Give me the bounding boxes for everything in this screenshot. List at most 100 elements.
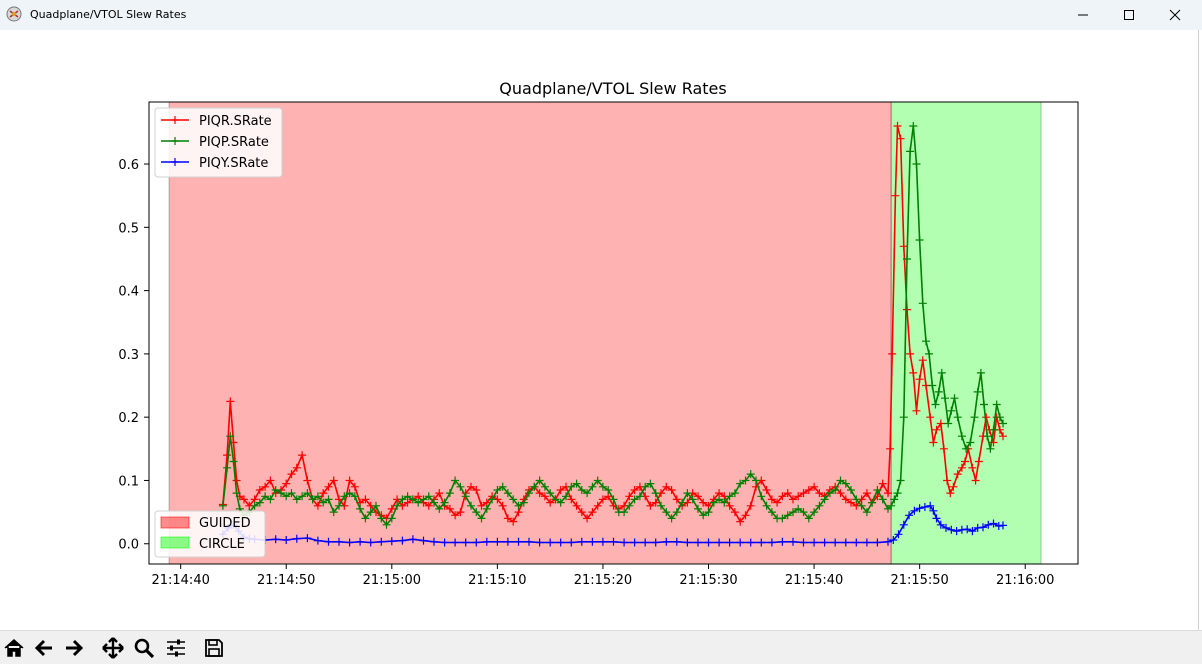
close-button[interactable] — [1152, 0, 1198, 30]
data-point-piqp-srate — [319, 498, 328, 507]
data-point-piqp-srate — [620, 508, 629, 517]
data-point-piqr-srate — [773, 498, 782, 507]
back-button[interactable] — [31, 636, 57, 660]
chart-title: Quadplane/VTOL Slew Rates — [499, 79, 726, 98]
data-point-piqr-srate — [888, 349, 897, 358]
data-point-piqy-srate — [451, 538, 460, 547]
y-tick-label: 0.4 — [118, 285, 139, 300]
configure-subplots-button[interactable] — [163, 636, 189, 660]
data-point-piqy-srate — [588, 537, 597, 546]
data-point-piqy-srate — [651, 538, 660, 547]
data-point-piqy-srate — [387, 537, 396, 546]
x-tick-label: 21:14:40 — [151, 573, 209, 588]
data-point-piqp-srate — [493, 486, 502, 494]
data-point-piqr-srate — [741, 511, 750, 520]
data-point-piqy-srate — [973, 523, 982, 532]
legend-label-guided: GUIDED — [199, 516, 251, 531]
data-point-piqr-srate — [572, 501, 581, 510]
data-point-piqr-srate — [313, 501, 322, 510]
data-point-piqp-srate — [271, 486, 280, 494]
data-point-piqy-srate — [989, 519, 998, 528]
data-point-piqy-srate — [789, 537, 797, 546]
data-point-piqp-srate — [862, 508, 871, 517]
zoom-button[interactable] — [131, 636, 157, 660]
data-point-piqr-srate — [472, 486, 481, 494]
data-point-piqp-srate — [715, 495, 724, 504]
data-point-piqy-srate — [947, 525, 956, 534]
data-point-piqr-srate — [762, 486, 771, 494]
data-point-piqy-srate — [292, 534, 301, 543]
data-point-piqp-srate — [820, 495, 829, 504]
data-point-piqp-srate — [667, 514, 676, 523]
data-point-piqy-srate — [841, 538, 850, 547]
data-point-piqp-srate — [678, 498, 687, 507]
data-point-piqr-srate — [926, 413, 935, 422]
data-point-piqr-srate — [862, 489, 871, 498]
data-point-piqp-srate — [893, 489, 902, 498]
forward-button[interactable] — [61, 636, 87, 660]
data-point-piqp-srate — [519, 498, 528, 507]
chart-figure: 21:14:40 21:14:50 21:15:00 21:15:10 21:15:20… — [118, 79, 1079, 588]
data-point-piqr-srate — [667, 486, 676, 494]
data-point-piqp-srate — [498, 482, 507, 491]
data-point-piqp-srate — [746, 470, 755, 479]
legend-label-piqy: PIQY.SRate — [199, 156, 268, 171]
data-point-piqp-srate — [535, 476, 544, 485]
data-point-piqr-srate — [261, 482, 270, 491]
data-point-piqp-srate — [912, 160, 921, 168]
home-button[interactable] — [1, 636, 27, 660]
data-point-piqp-srate — [953, 413, 962, 422]
data-point-piqp-srate — [509, 495, 518, 504]
data-point-piqp-srate — [329, 508, 338, 517]
series-line-piqp-srate — [222, 125, 1004, 527]
data-point-piqp-srate — [382, 520, 391, 529]
x-tick-label: 21:15:10 — [468, 573, 526, 588]
data-point-piqp-srate — [218, 501, 227, 510]
data-point-piqr-srate — [232, 476, 241, 485]
data-point-piqy-srate — [461, 538, 470, 547]
data-point-piqr-srate — [778, 492, 787, 501]
data-point-piqp-srate — [250, 501, 259, 510]
data-point-piqp-srate — [372, 501, 380, 510]
data-point-piqp-srate — [292, 495, 301, 504]
data-point-piqp-srate — [232, 489, 241, 498]
data-point-piqp-srate — [226, 432, 235, 441]
x-tick-label: 21:15:30 — [679, 573, 737, 588]
data-point-piqp-srate — [308, 495, 317, 504]
data-point-piqp-srate — [651, 489, 660, 498]
data-point-piqp-srate — [604, 486, 613, 494]
data-point-piqp-srate — [255, 498, 264, 507]
minimize-icon — [1078, 14, 1088, 16]
data-point-piqr-srate — [886, 444, 895, 453]
legend-label-circle: CIRCLE — [199, 537, 245, 552]
pan-move-icon — [102, 637, 124, 659]
data-point-piqr-srate — [999, 432, 1007, 441]
data-point-piqy-srate — [503, 537, 512, 546]
maximize-button[interactable] — [1106, 0, 1152, 30]
data-point-piqy-srate — [915, 504, 924, 513]
data-point-piqr-srate — [961, 457, 969, 466]
data-point-piqp-srate — [986, 444, 995, 453]
data-point-piqr-srate — [361, 495, 370, 504]
data-point-piqy-srate — [609, 537, 618, 546]
save-button[interactable] — [201, 636, 227, 660]
data-point-piqr-srate — [598, 495, 607, 504]
data-point-piqr-srate — [223, 451, 232, 460]
data-point-piqp-srate — [540, 482, 549, 491]
data-point-piqp-srate — [366, 508, 375, 517]
data-point-piqr-srate — [971, 476, 980, 485]
data-point-piqp-srate — [398, 495, 407, 504]
data-point-piqp-srate — [472, 508, 481, 517]
pan-button[interactable] — [100, 636, 126, 660]
data-point-piqp-srate — [831, 486, 840, 494]
data-point-piqy-srate — [672, 537, 681, 546]
home-icon — [4, 638, 24, 657]
data-point-piqp-srate — [918, 299, 927, 308]
data-point-piqp-srate — [720, 498, 729, 507]
data-point-piqy-srate — [889, 536, 898, 544]
data-point-piqp-srate — [841, 479, 850, 488]
data-point-piqp-srate — [815, 501, 824, 510]
minimize-button[interactable] — [1060, 0, 1106, 30]
data-point-piqp-srate — [530, 482, 539, 491]
legend-item-circle: CIRCLE — [160, 536, 245, 552]
